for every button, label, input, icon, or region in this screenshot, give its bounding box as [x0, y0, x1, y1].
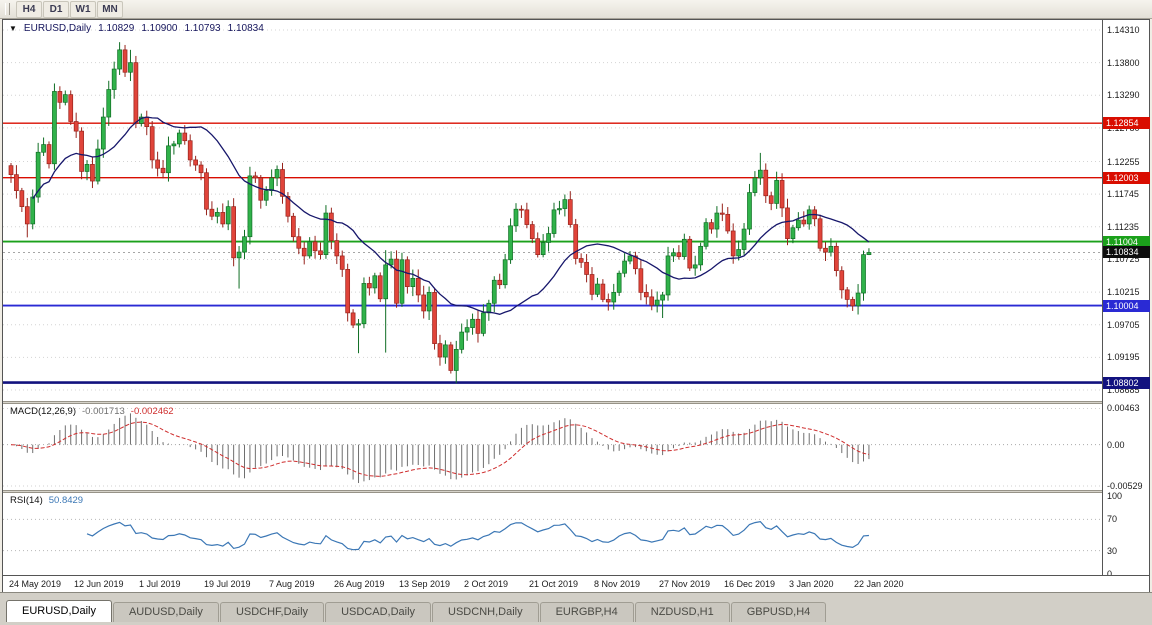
price-tick-label: 1.12255 [1107, 157, 1140, 167]
price-tick-label: 1.13290 [1107, 90, 1140, 100]
chart-tab-eurgbp-h4[interactable]: EURGBP,H4 [539, 602, 634, 622]
rsi-tick-label: 30 [1107, 546, 1118, 556]
rsi-tick-label: 0 [1107, 569, 1113, 579]
price-chart-pane[interactable]: ▼ EURUSD,Daily 1.10829 1.10900 1.10793 1… [3, 20, 1102, 401]
macd-label: MACD(12,26,9) -0.001713 -0.002462 [10, 406, 174, 417]
price-tick-label: 1.10215 [1107, 287, 1140, 297]
time-axis[interactable]: 24 May 2019 12 Jun 2019 1 Jul 2019 19 Jul 2… [3, 575, 1149, 593]
price-tick-label: 1.13800 [1107, 58, 1140, 68]
price-tick-label: 1.09705 [1107, 320, 1140, 330]
chart-window: ▼ EURUSD,Daily 1.10829 1.10900 1.10793 1… [2, 19, 1150, 594]
timeframe-button-h4[interactable]: H4 [16, 0, 42, 18]
price-tick-label: 1.10725 [1107, 254, 1140, 264]
level-price-tag: 1.08802 [1103, 377, 1150, 389]
chart-header: ▼ EURUSD,Daily 1.10829 1.10900 1.10793 1… [9, 23, 264, 34]
symbol-dropdown-icon[interactable]: ▼ [9, 24, 17, 33]
macd-tick-label: 0.00 [1107, 440, 1125, 450]
rsi-label: RSI(14) 50.8429 [10, 495, 83, 506]
rsi-pane[interactable]: RSI(14) 50.8429 [3, 493, 1102, 575]
level-price-tag: 1.10004 [1103, 300, 1150, 312]
rsi-tick-label: 70 [1107, 514, 1118, 524]
price-tick-label: 1.11745 [1107, 189, 1139, 199]
timeframe-button-mn[interactable]: MN [97, 0, 123, 18]
rsi-chart[interactable] [3, 493, 1102, 575]
chart-tab-usdcnh-daily[interactable]: USDCNH,Daily [432, 602, 539, 622]
date-tick-label: 7 Aug 2019 [269, 579, 315, 589]
level-price-tag: 1.12003 [1103, 172, 1150, 184]
price-tick-label: 1.09195 [1107, 352, 1140, 362]
timeframe-buttons: H4 D1 W1 MN [16, 0, 124, 18]
chart-tab-nzdusd-h1[interactable]: NZDUSD,H1 [634, 602, 730, 622]
timeframe-button-d1[interactable]: D1 [43, 0, 69, 18]
macd-tick-label: 0.00463 [1107, 403, 1140, 413]
ohlc-high: 1.10900 [141, 23, 178, 34]
rsi-tick-label: 100 [1107, 491, 1123, 501]
ohlc-low: 1.10793 [184, 23, 221, 34]
macd-chart[interactable] [3, 404, 1102, 490]
toolbar-grip[interactable] [5, 3, 10, 15]
date-tick-label: 24 May 2019 [9, 579, 62, 589]
date-tick-label: 27 Nov 2019 [659, 579, 711, 589]
date-tick-label: 26 Aug 2019 [334, 579, 385, 589]
date-tick-label: 22 Jan 2020 [854, 579, 904, 589]
date-tick-label: 16 Dec 2019 [724, 579, 776, 589]
date-tick-label: 2 Oct 2019 [464, 579, 509, 589]
date-tick-label: 21 Oct 2019 [529, 579, 579, 589]
ohlc-close: 1.10834 [227, 23, 264, 34]
macd-pane[interactable]: MACD(12,26,9) -0.001713 -0.002462 [3, 404, 1102, 490]
date-tick-label: 8 Nov 2019 [594, 579, 641, 589]
macd-main-value: -0.001713 [82, 406, 125, 417]
chart-tab-usdchf-daily[interactable]: USDCHF,Daily [219, 602, 325, 622]
pane-splitter[interactable] [3, 401, 1149, 404]
price-axis[interactable]: 1.143101.138001.132901.127801.122551.117… [1102, 20, 1150, 579]
date-tick-label: 12 Jun 2019 [74, 579, 124, 589]
macd-tick-label: -0.00529 [1107, 481, 1143, 491]
timeframe-toolbar: H4 D1 W1 MN [0, 0, 1152, 19]
date-tick-label: 3 Jan 2020 [789, 579, 834, 589]
rsi-value: 50.8429 [48, 495, 84, 506]
chart-tab-eurusd-daily[interactable]: EURUSD,Daily [6, 600, 112, 622]
macd-signal-value: -0.002462 [130, 406, 174, 417]
level-price-tag: 1.12854 [1103, 117, 1150, 129]
chart-title: EURUSD,Daily [23, 23, 92, 34]
chart-tabs-bar: EURUSD,Daily AUDUSD,Daily USDCHF,Daily USDC… [0, 592, 1152, 625]
current-price-tag: 1.10834 [1103, 246, 1150, 258]
date-tick-label: 13 Sep 2019 [399, 579, 451, 589]
rsi-name: RSI(14) [10, 495, 43, 506]
date-tick-label: 19 Jul 2019 [204, 579, 251, 589]
chart-tab-audusd-daily[interactable]: AUDUSD,Daily [112, 602, 219, 622]
level-price-tag: 1.11004 [1103, 236, 1150, 248]
date-tick-label: 1 Jul 2019 [139, 579, 181, 589]
price-tick-label: 1.08685 [1107, 385, 1140, 395]
chart-tab-usdcad-daily[interactable]: USDCAD,Daily [325, 602, 432, 622]
price-tick-label: 1.14310 [1107, 25, 1140, 35]
ohlc-open: 1.10829 [98, 23, 135, 34]
macd-name: MACD(12,26,9) [10, 406, 76, 417]
chart-tab-gbpusd-h4[interactable]: GBPUSD,H4 [730, 602, 827, 622]
price-tick-label: 1.11235 [1107, 222, 1139, 232]
candlestick-chart[interactable] [3, 20, 1102, 401]
timeframe-button-w1[interactable]: W1 [70, 0, 96, 18]
pane-splitter[interactable] [3, 490, 1149, 493]
